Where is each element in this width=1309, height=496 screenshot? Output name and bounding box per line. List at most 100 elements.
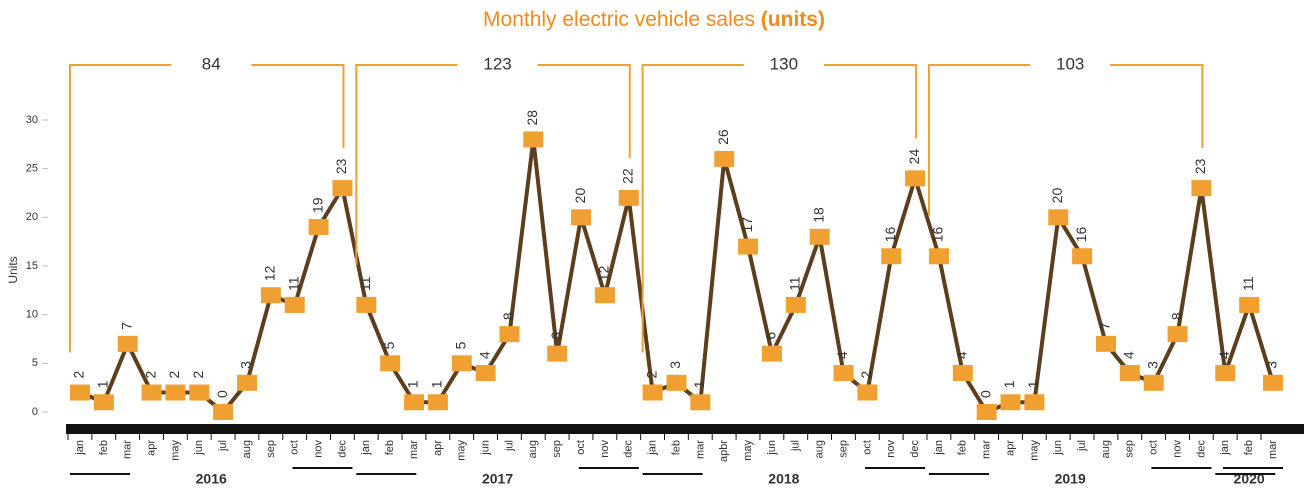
data-label: 1 — [1025, 380, 1041, 388]
y-tick-label: 25 — [26, 163, 38, 175]
y-tick-label: 10 — [26, 309, 38, 321]
point-marker — [523, 131, 544, 148]
x-tick-label: sep — [1124, 440, 1136, 458]
x-tick-label: apbr — [718, 440, 730, 462]
x-tick-label: may — [169, 440, 181, 461]
point-marker — [213, 404, 234, 420]
data-label: 16 — [1073, 226, 1089, 242]
x-tick-label: may — [456, 440, 468, 461]
data-label: 5 — [381, 341, 397, 349]
data-label: 23 — [1192, 158, 1208, 174]
data-label: 11 — [787, 276, 803, 291]
point-marker — [833, 365, 854, 382]
x-tick-label: oct — [289, 440, 301, 455]
point-marker — [1048, 209, 1069, 226]
point-marker — [785, 296, 806, 313]
year-label: 2018 — [768, 471, 799, 487]
point-marker — [714, 150, 735, 167]
point-marker — [1095, 335, 1116, 352]
y-tick-label: 30 — [26, 114, 38, 126]
x-tick-label: mar — [408, 440, 420, 459]
y-tick-label: 0 — [32, 406, 38, 418]
x-axis-bar — [66, 424, 1304, 434]
point-marker — [93, 394, 114, 411]
point-marker — [1143, 374, 1164, 391]
data-label: 1 — [1001, 380, 1017, 388]
x-tick-label: jul — [503, 440, 515, 452]
x-tick-label: jun — [193, 440, 205, 456]
y-tick-label: 5 — [32, 357, 38, 369]
year-total: 103 — [1056, 54, 1084, 73]
year-total: 130 — [770, 54, 798, 73]
data-label: 11 — [285, 276, 301, 291]
point-marker — [1167, 326, 1188, 343]
title-unit: (units) — [761, 8, 825, 31]
x-tick-label: jan — [74, 440, 86, 456]
data-label: 20 — [1049, 188, 1065, 204]
data-label: 1 — [691, 380, 707, 388]
point-marker — [70, 384, 90, 401]
x-tick-label: jan — [933, 440, 945, 456]
x-tick-label: jun — [480, 440, 492, 456]
x-tick-label: jun — [766, 440, 778, 456]
x-tick-label: mar — [122, 440, 134, 459]
year-bracket — [927, 64, 1204, 217]
data-label: 2 — [142, 371, 158, 379]
point-marker — [928, 248, 949, 265]
x-tick-label: nov — [313, 440, 325, 458]
x-tick-label: sep — [837, 440, 849, 458]
data-label: 2 — [71, 371, 87, 379]
data-label: 1 — [405, 380, 421, 388]
point-marker — [1215, 365, 1236, 382]
data-label: 3 — [238, 361, 254, 369]
data-label: 28 — [524, 110, 540, 126]
data-label: 2 — [858, 371, 874, 379]
year-bracket — [69, 64, 345, 353]
point-marker — [475, 365, 496, 382]
point-marker — [308, 219, 329, 236]
x-tick-label: aug — [241, 440, 253, 458]
x-tick-label: nov — [885, 440, 897, 458]
point-marker — [666, 374, 687, 391]
x-tick-label: dec — [909, 440, 921, 458]
x-tick-label: oct — [575, 440, 587, 455]
data-label: 24 — [906, 149, 922, 165]
y-tick-label: 15 — [26, 260, 38, 272]
title-main: Monthly electric vehicle sales — [483, 8, 755, 31]
x-tick-label: aug — [527, 440, 539, 458]
year-label: 2016 — [196, 471, 227, 487]
data-label: 3 — [1264, 361, 1280, 369]
data-label: 1 — [429, 380, 445, 388]
point-marker — [499, 326, 520, 343]
data-label: 20 — [572, 188, 588, 204]
point-marker — [1263, 374, 1283, 391]
data-label: 4 — [476, 351, 492, 359]
data-label: 1 — [95, 380, 111, 388]
x-tick-label: jan — [647, 440, 659, 456]
point-marker — [738, 238, 759, 255]
point-marker — [380, 355, 401, 372]
x-tick-label: may — [742, 440, 754, 461]
point-marker — [642, 384, 663, 401]
point-marker — [1024, 394, 1045, 411]
point-marker — [284, 296, 305, 313]
x-tick-label: may — [1028, 440, 1040, 461]
year-label: 2019 — [1055, 471, 1086, 487]
x-tick-label: jul — [790, 440, 802, 452]
series-line — [79, 137, 1275, 414]
x-tick-label: dec — [623, 440, 635, 458]
x-tick-label: jun — [1052, 440, 1064, 456]
x-tick-label: feb — [98, 440, 110, 455]
x-tick-label: dec — [1195, 440, 1207, 458]
x-tick-label: sep — [551, 440, 563, 458]
x-tick-label: sep — [265, 440, 277, 458]
point-marker — [547, 345, 568, 362]
point-marker — [117, 335, 138, 352]
x-tick-label: feb — [670, 440, 682, 455]
point-marker — [356, 296, 377, 313]
data-label: 3 — [1144, 361, 1160, 369]
year-bracket — [355, 64, 631, 265]
point-marker — [237, 374, 258, 391]
point-marker — [809, 228, 830, 245]
